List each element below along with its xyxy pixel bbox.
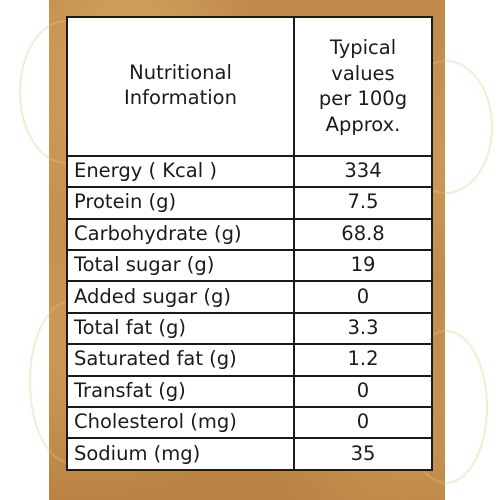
nutrient-value: 334	[293, 154, 433, 189]
table-row: Total sugar (g) 19	[66, 249, 433, 283]
nutrient-label: Total sugar (g)	[66, 249, 295, 283]
table-row: Total fat (g) 3.3	[66, 311, 433, 346]
nutrition-table: Nutritional Information Typical values p…	[66, 16, 433, 471]
nutrient-value: 35	[293, 437, 433, 471]
nutrient-label: Added sugar (g)	[66, 280, 295, 314]
header-right-line: Approx.	[325, 113, 401, 137]
nutrient-label: Transfat (g)	[66, 374, 295, 409]
header-left-line: Information	[124, 86, 237, 110]
table-row: Carbohydrate (g) 68.8	[66, 217, 433, 252]
nutrient-value: 3.3	[293, 311, 433, 346]
nutrient-value: 68.8	[293, 217, 433, 252]
table-row: Energy ( Kcal ) 334	[66, 154, 433, 189]
table-header-row: Nutritional Information Typical values p…	[66, 16, 433, 157]
header-nutritional-information: Nutritional Information	[66, 16, 295, 157]
nutrient-label: Protein (g)	[66, 186, 295, 220]
table-row: Saturated fat (g) 1.2	[66, 343, 433, 377]
nutrient-label: Total fat (g)	[66, 311, 295, 346]
table-row: Protein (g) 7.5	[66, 186, 433, 220]
nutrient-value: 19	[293, 249, 433, 283]
nutrient-value: 1.2	[293, 343, 433, 377]
nutrient-value: 0	[293, 280, 433, 314]
nutrient-value: 7.5	[293, 186, 433, 220]
table-row: Sodium (mg) 35	[66, 437, 433, 471]
header-right-line: per 100g	[318, 87, 408, 111]
nutrient-label: Sodium (mg)	[66, 437, 295, 471]
nutrient-value: 0	[293, 406, 433, 440]
table-row: Transfat (g) 0	[66, 374, 433, 409]
nutrient-value: 0	[293, 374, 433, 409]
table-row: Cholesterol (mg) 0	[66, 406, 433, 440]
table-row: Added sugar (g) 0	[66, 280, 433, 314]
nutrient-label: Cholesterol (mg)	[66, 406, 295, 440]
header-right-line: values	[331, 61, 395, 85]
nutrient-label: Energy ( Kcal )	[66, 154, 295, 189]
header-right-line: Typical	[329, 35, 397, 59]
nutrient-label: Carbohydrate (g)	[66, 217, 295, 252]
header-left-line: Nutritional	[129, 61, 232, 85]
header-typical-values: Typical values per 100g Approx.	[293, 16, 433, 157]
nutrient-label: Saturated fat (g)	[66, 343, 295, 377]
